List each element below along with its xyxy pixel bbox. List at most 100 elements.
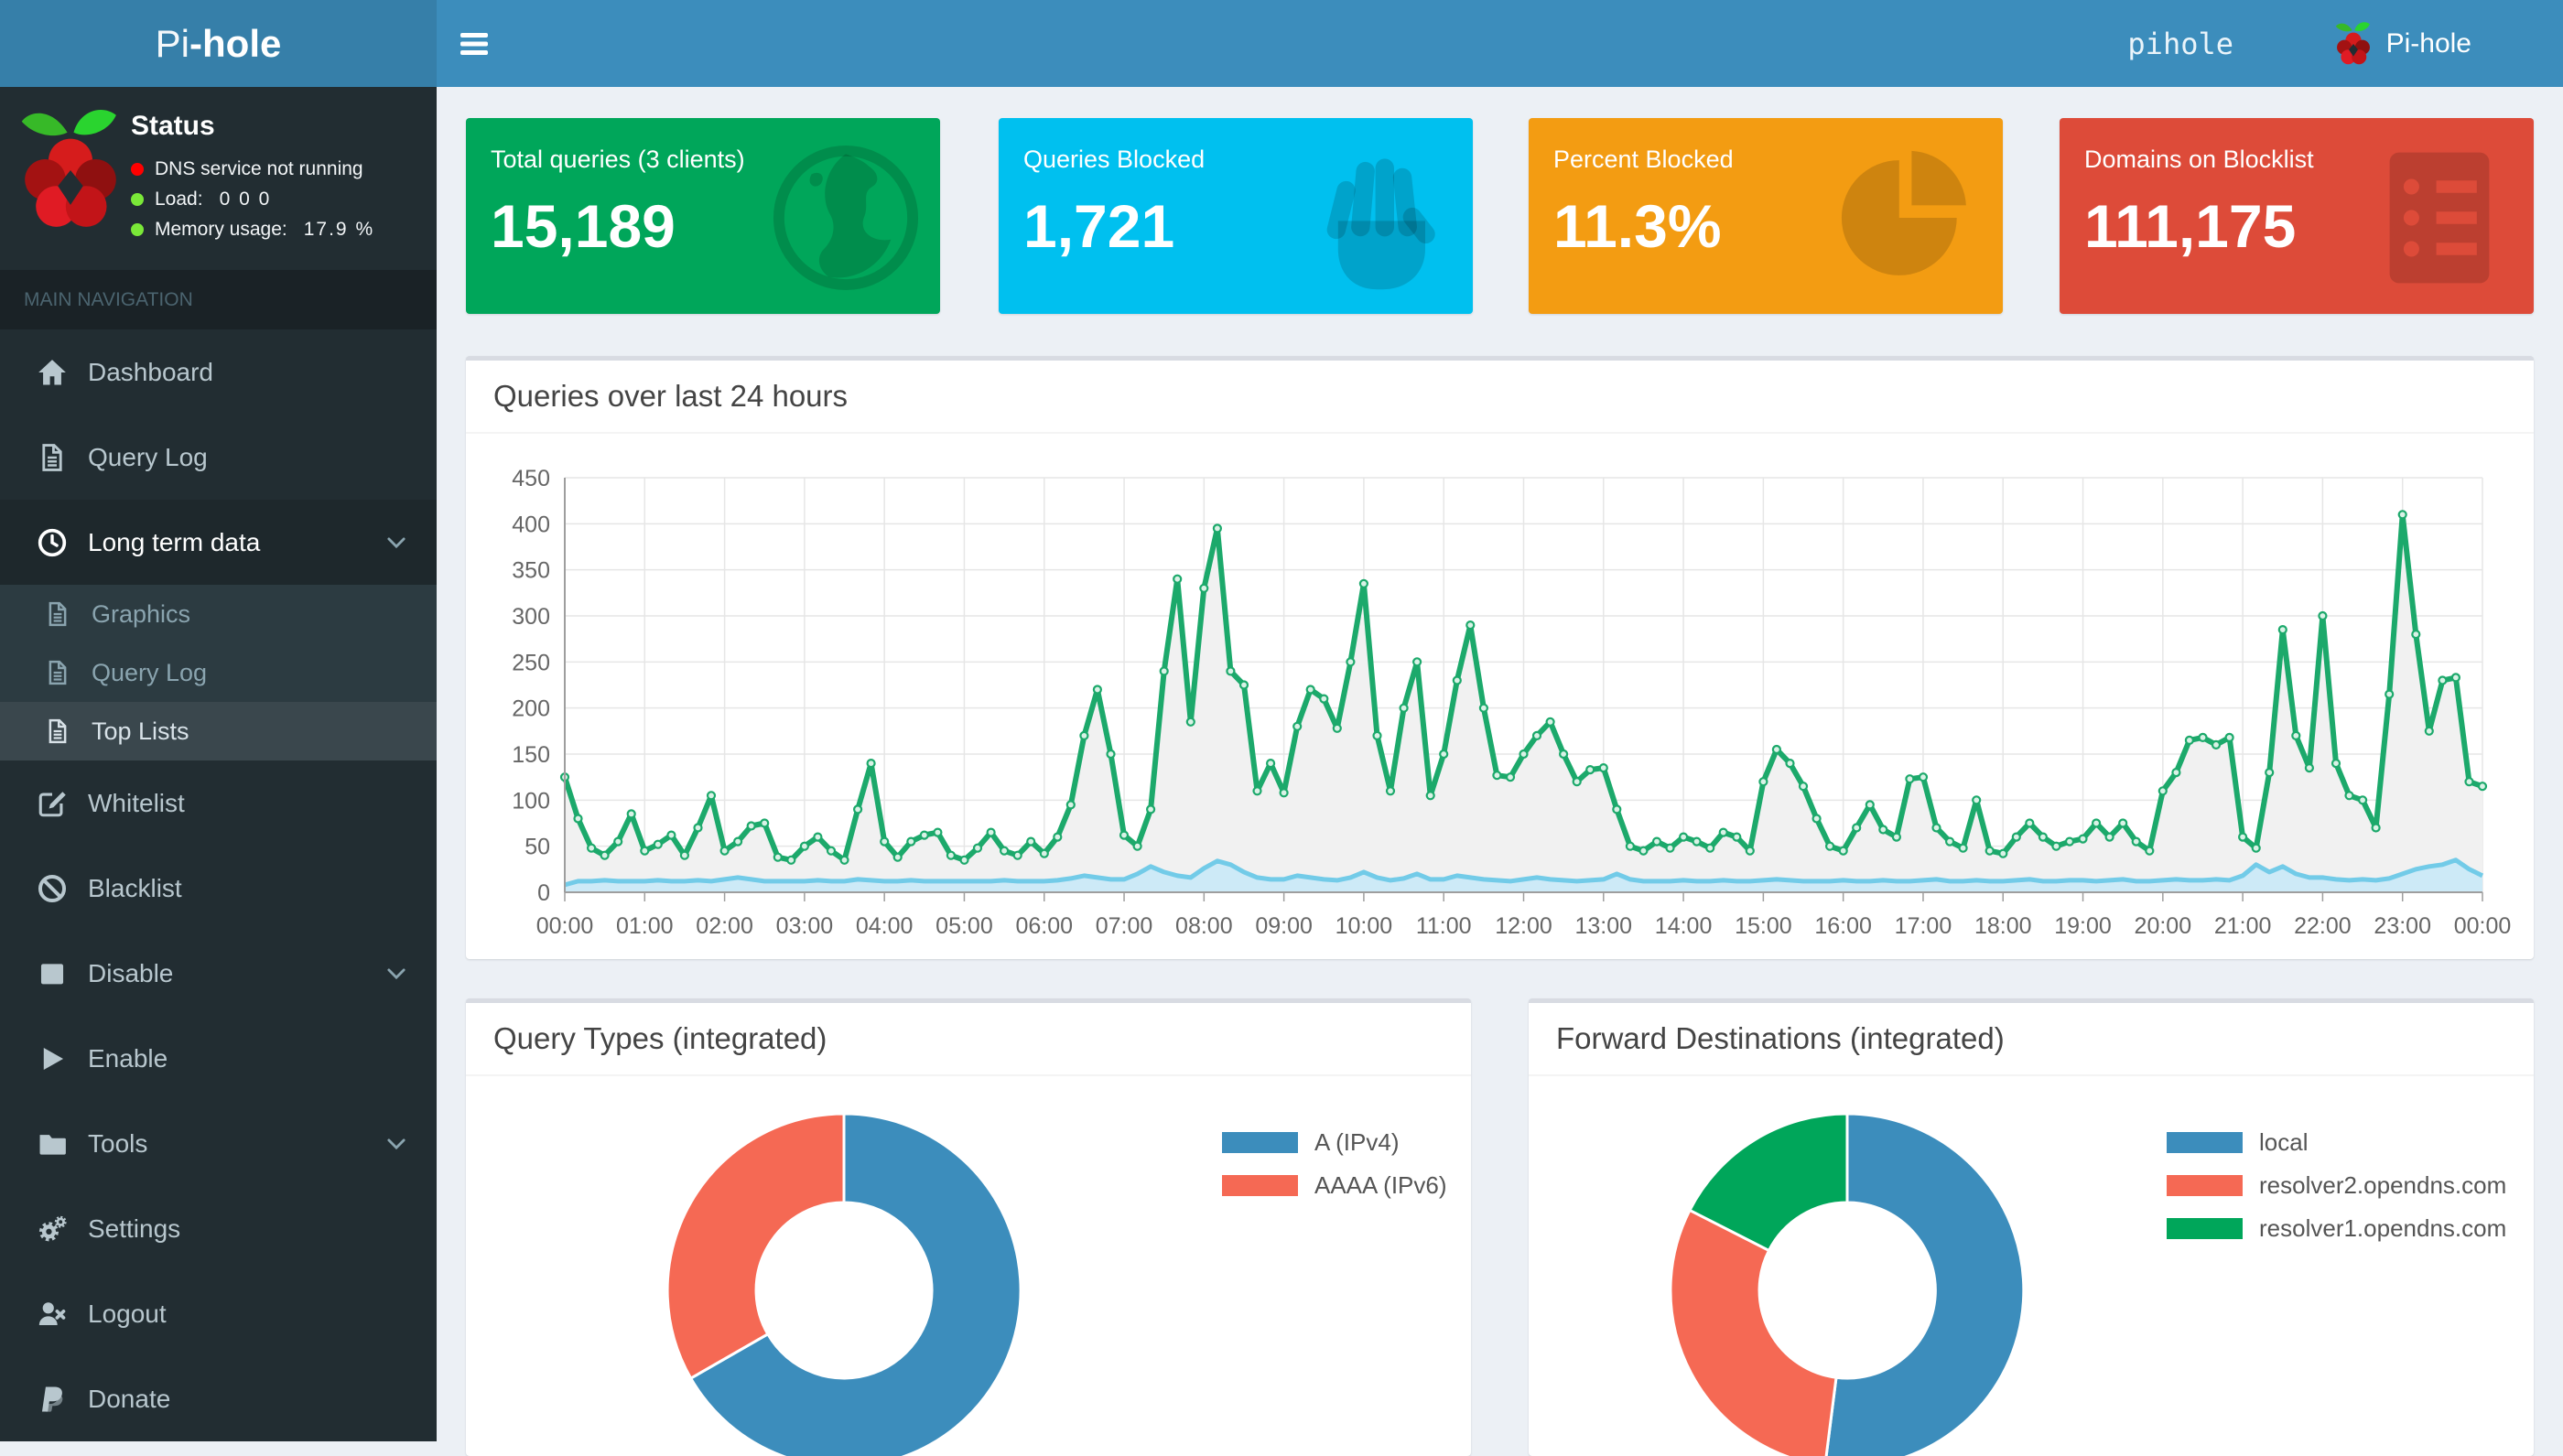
card-value: 15,189 [491, 191, 676, 261]
pie-icon [1831, 140, 1986, 296]
status-panel: Status DNS service not running Load: 0 0 0… [0, 87, 437, 270]
status-value: 17.9 % [304, 219, 374, 241]
raspberry-icon [2335, 20, 2372, 68]
sidebar-item-whitelist[interactable]: Whitelist [0, 760, 437, 846]
legend-swatch-icon [2167, 1132, 2243, 1153]
sidebar-item-tools[interactable]: Tools [0, 1101, 437, 1186]
sidebar-item-disable[interactable]: Disable [0, 931, 437, 1016]
svg-text:02:00: 02:00 [696, 913, 753, 939]
hand-icon [1301, 140, 1456, 296]
status-value: 0 0 0 [220, 189, 272, 210]
card-value: 111,175 [2084, 191, 2296, 261]
svg-text:00:00: 00:00 [2454, 913, 2512, 939]
svg-text:400: 400 [512, 512, 550, 537]
svg-text:22:00: 22:00 [2294, 913, 2352, 939]
forward-destinations-panel: Forward Destinations (integrated) local r… [1529, 998, 2534, 1456]
forward-destinations-donut-chart [1529, 1074, 2534, 1456]
raspberry-logo-icon [20, 102, 121, 239]
card-value: 11.3% [1553, 191, 1722, 261]
sidebar-item-long-term-data[interactable]: Long term data [0, 500, 437, 585]
panel-title: Query Types (integrated) [493, 1003, 827, 1074]
svg-text:07:00: 07:00 [1096, 913, 1153, 939]
header-brand-link[interactable]: Pi-hole [2335, 0, 2471, 87]
panel-title: Forward Destinations (integrated) [1556, 1003, 2005, 1074]
sidebar-item-settings[interactable]: Settings [0, 1186, 437, 1271]
svg-text:20:00: 20:00 [2135, 913, 2192, 939]
brand-label: Pi-hole [2386, 28, 2471, 59]
svg-text:10:00: 10:00 [1336, 913, 1393, 939]
app-logo[interactable]: Pi-hole [0, 0, 437, 87]
panel-title: Queries over last 24 hours [493, 361, 848, 432]
sidebar-subitem-query-log[interactable]: Query Log [0, 643, 437, 702]
svg-text:100: 100 [512, 788, 550, 814]
sidebar-item-label: Query Log [88, 443, 208, 472]
sidebar-subitem-top-lists[interactable]: Top Lists [0, 702, 437, 760]
legend-label: resolver1.opendns.com [2259, 1214, 2506, 1243]
file-icon [44, 600, 71, 628]
file-icon [44, 659, 71, 686]
sidebar-item-label: Whitelist [88, 789, 185, 818]
logout-icon [37, 1299, 68, 1330]
sidebar-item-query-log[interactable]: Query Log [0, 415, 437, 500]
legend-item-aaaa-ipv6[interactable]: AAAA (IPv6) [1222, 1171, 1447, 1200]
sidebar-item-dashboard[interactable]: Dashboard [0, 329, 437, 415]
svg-text:350: 350 [512, 558, 550, 584]
home-icon [37, 357, 68, 388]
svg-text:300: 300 [512, 604, 550, 630]
navbar: pihole Pi-hole [437, 0, 2563, 87]
sidebar-item-enable[interactable]: Enable [0, 1016, 437, 1101]
file-icon [37, 442, 68, 473]
legend-item-a-ipv4[interactable]: A (IPv4) [1222, 1128, 1399, 1157]
card-title: Percent Blocked [1553, 146, 1734, 174]
hamburger-icon [459, 30, 490, 58]
sidebar-item-label: Long term data [88, 528, 260, 557]
globe-icon [768, 140, 924, 296]
legend-label: AAAA (IPv6) [1314, 1171, 1447, 1200]
legend-swatch-icon [1222, 1175, 1298, 1196]
logo-text-bold: -hole [189, 22, 281, 66]
sidebar-toggle-button[interactable] [437, 0, 512, 87]
svg-text:01:00: 01:00 [616, 913, 674, 939]
folder-icon [37, 1128, 68, 1159]
raspberry-icon [2335, 20, 2372, 68]
raspberry-logo-icon [20, 102, 121, 239]
status-label: DNS service not running [155, 158, 363, 180]
sidebar-subitem-label: Top Lists [92, 717, 189, 746]
legend-label: local [2259, 1128, 2308, 1157]
list-icon [2362, 140, 2517, 296]
legend-label: A (IPv4) [1314, 1128, 1399, 1157]
clock-icon [37, 527, 68, 558]
status-title: Status [131, 111, 427, 142]
legend-item-resolver1-opendns-com[interactable]: resolver1.opendns.com [2167, 1214, 2506, 1243]
sidebar-menu: Dashboard Query Log Long term data Graphics… [0, 329, 437, 1441]
svg-text:12:00: 12:00 [1495, 913, 1552, 939]
legend-item-local[interactable]: local [2167, 1128, 2308, 1157]
svg-text:150: 150 [512, 742, 550, 768]
paypal-icon [37, 1384, 68, 1415]
status-label: Memory usage: [155, 219, 287, 241]
legend-swatch-icon [2167, 1218, 2243, 1239]
legend-label: resolver2.opendns.com [2259, 1171, 2506, 1200]
chevron-down-icon [384, 1131, 409, 1157]
status-list: DNS service not running Load: 0 0 0 Memory … [131, 158, 427, 241]
sidebar-item-logout[interactable]: Logout [0, 1271, 437, 1356]
sidebar-subitem-graphics[interactable]: Graphics [0, 585, 437, 643]
sidebar-item-blacklist[interactable]: Blacklist [0, 846, 437, 931]
query-types-panel: Query Types (integrated) A (IPv4) AAAA (I… [466, 998, 1471, 1456]
legend-item-resolver2-opendns-com[interactable]: resolver2.opendns.com [2167, 1171, 2506, 1200]
sidebar-item-donate[interactable]: Donate [0, 1356, 437, 1441]
status-dot-icon [131, 223, 144, 236]
svg-text:250: 250 [512, 650, 550, 675]
hostname-label: pihole [2127, 0, 2233, 87]
svg-text:04:00: 04:00 [856, 913, 914, 939]
card-title: Domains on Blocklist [2084, 146, 2314, 174]
stat-card-percent-blocked: Percent Blocked 11.3% [1529, 118, 2003, 314]
svg-text:05:00: 05:00 [935, 913, 993, 939]
svg-text:19:00: 19:00 [2054, 913, 2112, 939]
status-label: Load: [155, 189, 203, 210]
sidebar-item-label: Dashboard [88, 358, 213, 387]
status-dot-icon [131, 163, 144, 176]
